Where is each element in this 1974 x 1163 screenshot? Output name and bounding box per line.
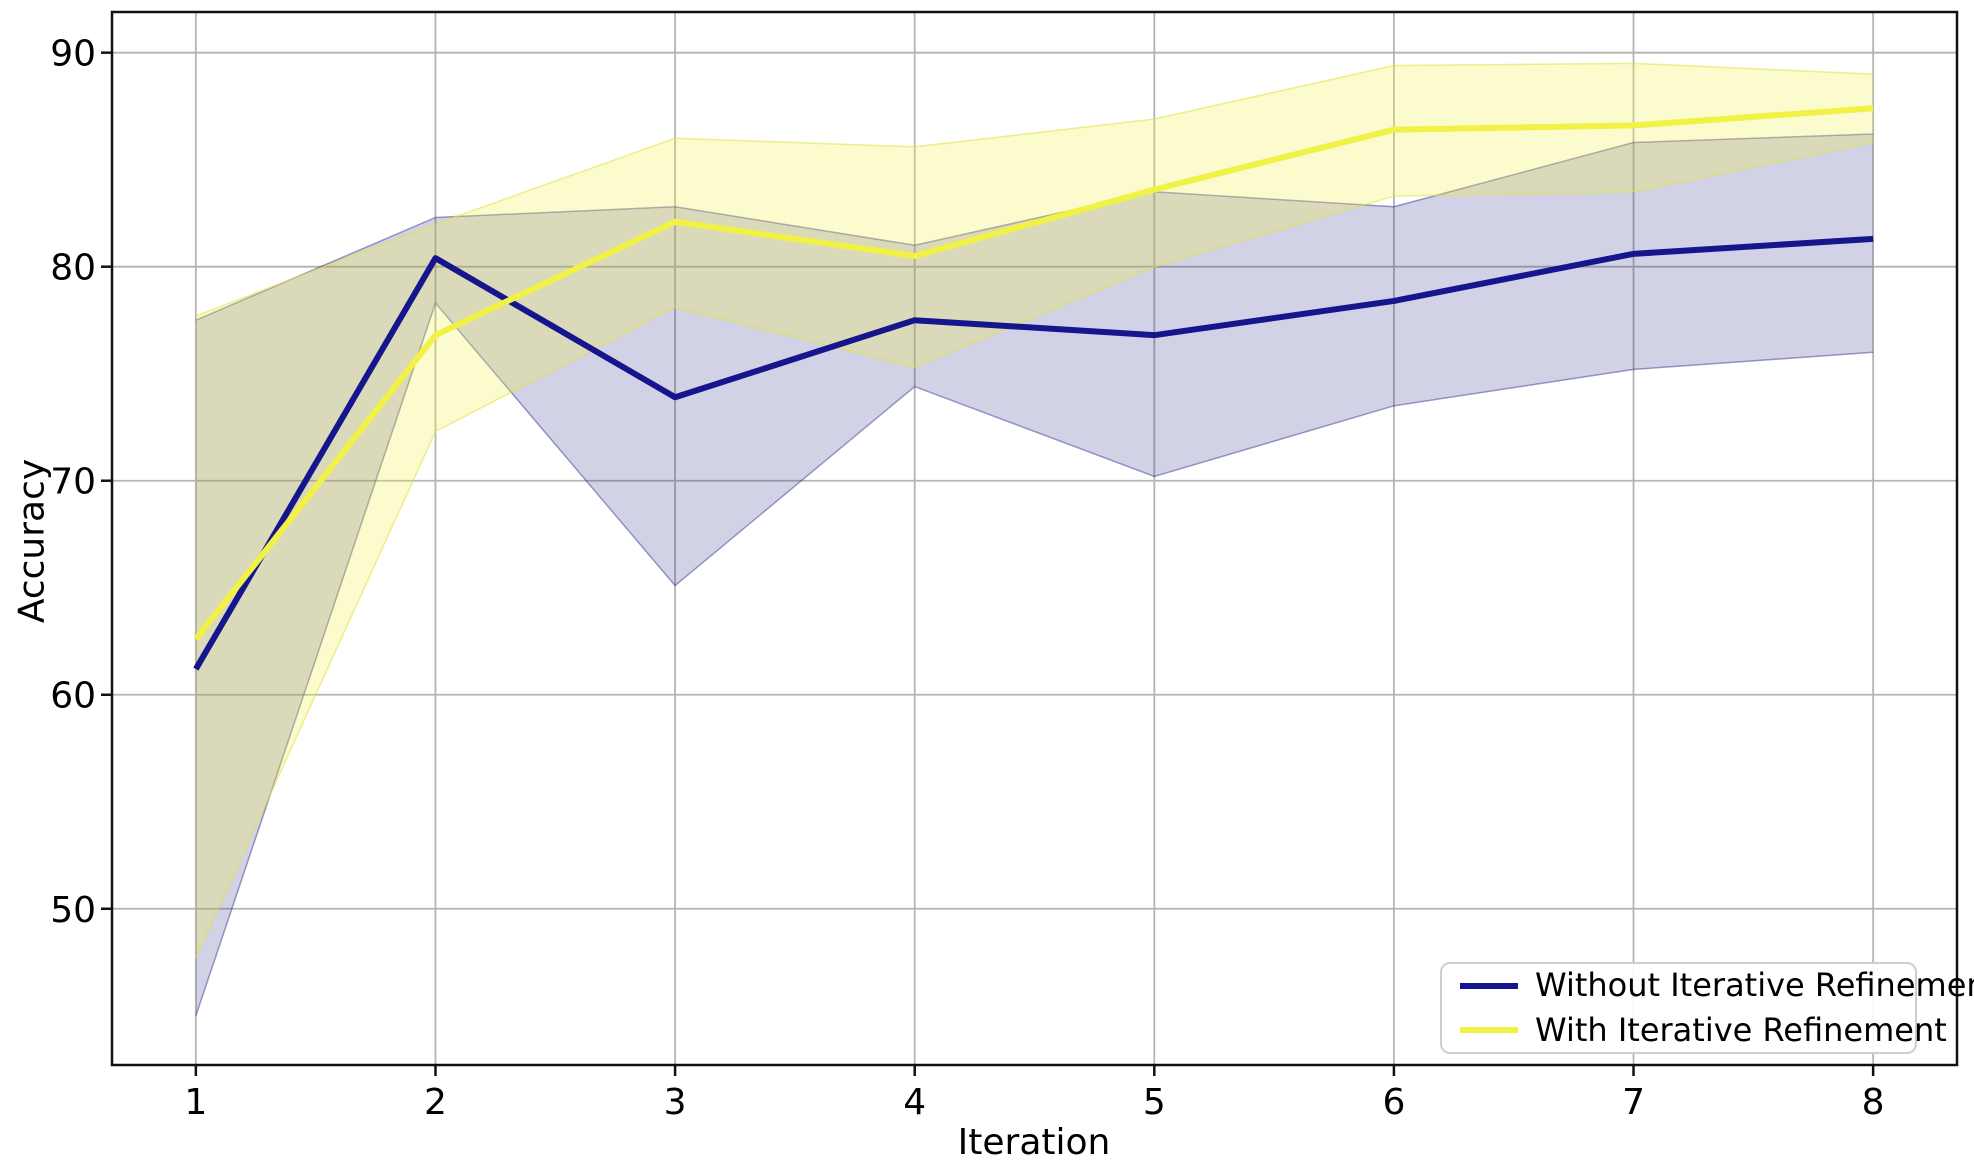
legend-row: With Iterative Refinement <box>1460 1012 1947 1048</box>
plot-border <box>110 10 1959 1067</box>
legend-line-swatch <box>1460 982 1518 989</box>
legend-line-swatch <box>1460 1027 1518 1034</box>
x-tick-label: 6 <box>1382 1082 1405 1123</box>
x-tick-label: 1 <box>184 1082 207 1123</box>
band-upper-edge <box>195 133 1874 321</box>
y-tick-label: 70 <box>50 462 96 503</box>
x-tick-label: 2 <box>424 1082 447 1123</box>
series-line <box>193 105 1874 641</box>
y-axis-label: Accuracy <box>11 458 53 624</box>
series-line <box>193 235 1874 671</box>
x-tick-label: 3 <box>664 1082 687 1123</box>
x-tick-label: 7 <box>1622 1082 1645 1123</box>
legend-label: With Iterative Refinement <box>1535 1010 1947 1049</box>
x-tick-label: 8 <box>1862 1082 1885 1123</box>
x-axis-label: Iteration <box>957 1122 1111 1163</box>
y-tick-label: 90 <box>50 34 96 75</box>
band-lower-edge <box>195 141 1874 959</box>
legend-row: Without Iterative Refinement <box>1460 968 1974 1003</box>
legend: Without Iterative Refinement With Iterati… <box>1440 962 1974 1054</box>
band-lower-edge <box>195 301 1874 1017</box>
confidence-band <box>195 63 1874 958</box>
x-tick-label: 5 <box>1143 1082 1166 1123</box>
x-tick-label: 4 <box>903 1082 926 1123</box>
y-tick-label: 80 <box>50 248 96 289</box>
y-tick-label: 50 <box>50 890 96 931</box>
band-upper-edge <box>195 62 1874 317</box>
y-tick-label: 60 <box>50 676 96 717</box>
confidence-band <box>195 133 1874 1016</box>
legend-label: Without Iterative Refinement <box>1535 966 1974 1005</box>
